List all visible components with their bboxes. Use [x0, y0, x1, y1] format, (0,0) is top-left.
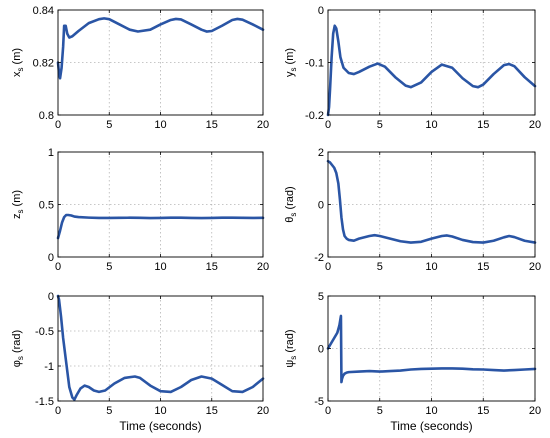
x-tick-label: 15: [206, 405, 218, 417]
x-tick-label: 15: [206, 261, 218, 273]
y-axis-label-subscript: s: [289, 68, 298, 72]
x-tick-label: 5: [106, 405, 112, 417]
y-tick-label: 2: [318, 147, 324, 159]
y-axis-label: ys (m): [284, 48, 298, 77]
x-axis-label: Time (seconds): [390, 419, 472, 433]
subplot-2: 0 5 10 15 20 -0.2 -0.1 0 ys (m): [284, 5, 541, 131]
x-tick-label: 20: [257, 261, 269, 273]
x-tick-label: 20: [257, 405, 269, 417]
y-axis-label-symbol: φ: [11, 360, 23, 367]
x-tick-label: 10: [154, 119, 166, 131]
x-tick-label: 15: [206, 119, 218, 131]
x-tick-label: 20: [529, 261, 541, 273]
y-axis-label-subscript: s: [16, 68, 25, 72]
y-tick-label: 0.82: [33, 58, 54, 70]
y-axis-label-symbol: x: [11, 71, 23, 77]
y-tick-label: 5: [318, 291, 324, 303]
x-tick-label: 10: [154, 405, 166, 417]
x-tick-label: 20: [529, 119, 541, 131]
y-axis-label-subscript: s: [289, 356, 298, 360]
y-tick-label: 0: [318, 344, 324, 356]
y-axis-label-unit: (rad): [284, 329, 296, 355]
y-axis-label: zs (m): [11, 190, 25, 219]
x-tick-label: 5: [106, 261, 112, 273]
series-line: [56, 213, 265, 240]
y-tick-label: 0: [318, 5, 324, 17]
x-tick-label: 0: [55, 261, 61, 273]
y-tick-label: 0.5: [39, 200, 54, 212]
y-axis-label: xs (m): [11, 48, 25, 77]
y-axis-label-subscript: s: [16, 356, 25, 360]
y-axis-label-unit: (m): [11, 48, 23, 68]
x-tick-label: 15: [477, 405, 489, 417]
y-tick-label: 0: [48, 291, 54, 303]
series-line: [326, 159, 537, 244]
y-axis-label-symbol: z: [11, 214, 23, 220]
x-tick-label: 5: [377, 261, 383, 273]
y-tick-label: 0.84: [33, 5, 54, 17]
x-tick-label: 0: [325, 405, 331, 417]
x-tick-label: 15: [477, 119, 489, 131]
x-tick-label: 5: [377, 405, 383, 417]
x-tick-label: 0: [325, 119, 331, 131]
subplot-5: 0 5 10 15 20 -1.5 -1 -0.5 0 φs (rad) Time (seconds…: [11, 291, 269, 433]
x-tick-label: 20: [529, 405, 541, 417]
x-tick-label: 0: [55, 405, 61, 417]
y-axis-label: ψs (rad): [284, 329, 298, 367]
y-axis-label-symbol: θ: [284, 217, 296, 223]
y-axis-label-unit: (rad): [11, 330, 23, 356]
x-tick-label: 10: [425, 119, 437, 131]
series-line: [56, 17, 265, 80]
x-tick-label: 0: [325, 261, 331, 273]
y-axis-label-subscript: s: [16, 210, 25, 214]
x-tick-label: 15: [477, 261, 489, 273]
series-line: [56, 294, 265, 401]
y-axis-label-unit: (m): [11, 190, 23, 210]
y-tick-label: -5: [314, 396, 324, 408]
x-tick-label: 10: [154, 261, 166, 273]
y-tick-label: -0.5: [35, 326, 54, 338]
x-tick-label: 0: [55, 119, 61, 131]
y-tick-label: 0: [318, 200, 324, 212]
x-axis-label: Time (seconds): [119, 419, 201, 433]
y-tick-label: -1: [44, 361, 54, 373]
x-tick-label: 5: [106, 119, 112, 131]
y-axis-label-unit: (rad): [284, 186, 296, 212]
series-line: [326, 24, 537, 117]
y-axis-label-subscript: s: [289, 213, 298, 217]
y-tick-label: 1: [48, 147, 54, 159]
series-line: [326, 314, 537, 384]
x-tick-label: 5: [377, 119, 383, 131]
y-axis-label-symbol: ψ: [284, 360, 296, 368]
y-tick-label: 0: [48, 252, 54, 264]
y-tick-label: -1.5: [35, 396, 54, 408]
x-tick-label: 10: [425, 405, 437, 417]
y-axis-label-symbol: y: [284, 71, 296, 77]
subplot-1: 0 5 10 15 20 0.8 0.82 0.84 xs (m): [11, 5, 269, 131]
x-tick-label: 10: [425, 261, 437, 273]
y-axis-label-unit: (m): [284, 48, 296, 68]
y-tick-label: 0.8: [39, 110, 54, 122]
subplot-3: 0 5 10 15 20 0 0.5 1 zs (m): [11, 147, 269, 273]
y-axis-label: θs (rad): [284, 186, 298, 222]
x-tick-label: 20: [257, 119, 269, 131]
y-tick-label: -0.1: [305, 58, 324, 70]
y-tick-label: -0.2: [305, 110, 324, 122]
y-axis-label: φs (rad): [11, 330, 25, 367]
y-tick-label: -2: [314, 252, 324, 264]
